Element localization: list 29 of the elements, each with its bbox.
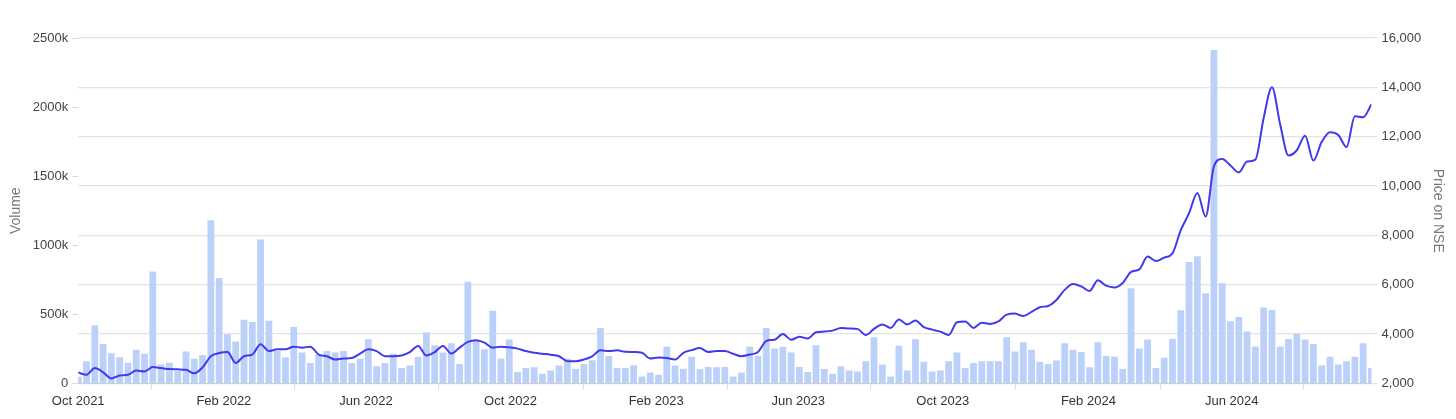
y2-tick-label: 8,000 bbox=[1381, 226, 1414, 242]
x-tick-label: Feb 2024 bbox=[1060, 392, 1116, 408]
y-tick-label: 1000k bbox=[32, 236, 69, 252]
y-tick-label: 1500k bbox=[32, 167, 69, 183]
y2-tick-label: 2,000 bbox=[1381, 374, 1414, 390]
y2-axis-title: Price on NSE bbox=[1430, 168, 1447, 253]
bar bbox=[638, 376, 646, 383]
x-tick-label: Jun 2023 bbox=[771, 392, 825, 408]
bar bbox=[928, 371, 936, 383]
x-tick-label: Feb 2023 bbox=[628, 392, 684, 408]
y2-tick-label: 6,000 bbox=[1381, 276, 1414, 292]
bar bbox=[1359, 343, 1367, 383]
x-tick-label: Oct 2021 bbox=[51, 392, 105, 408]
x-tick-label: Feb 2022 bbox=[196, 392, 252, 408]
x-tick-label: Jun 2024 bbox=[1204, 392, 1259, 408]
y2-tick-label: 10,000 bbox=[1381, 177, 1422, 193]
y-tick-label: 500k bbox=[40, 305, 69, 321]
y-tick-label: 2500k bbox=[32, 29, 69, 45]
x-tick-label: Jun 2022 bbox=[339, 392, 393, 408]
y2-tick-label: 16,000 bbox=[1381, 29, 1422, 45]
y2-tick-label: 4,000 bbox=[1381, 325, 1414, 341]
y2-tick-label: 14,000 bbox=[1381, 78, 1422, 94]
y-axis-title: Volume bbox=[7, 187, 24, 235]
y-tick-label: 0 bbox=[60, 374, 69, 390]
y2-tick-label: 12,000 bbox=[1381, 128, 1422, 144]
y-tick-label: 2000k bbox=[32, 98, 69, 114]
x-tick-label: Oct 2023 bbox=[916, 392, 970, 408]
x-tick-label: Oct 2022 bbox=[484, 392, 537, 408]
bar bbox=[497, 358, 505, 383]
